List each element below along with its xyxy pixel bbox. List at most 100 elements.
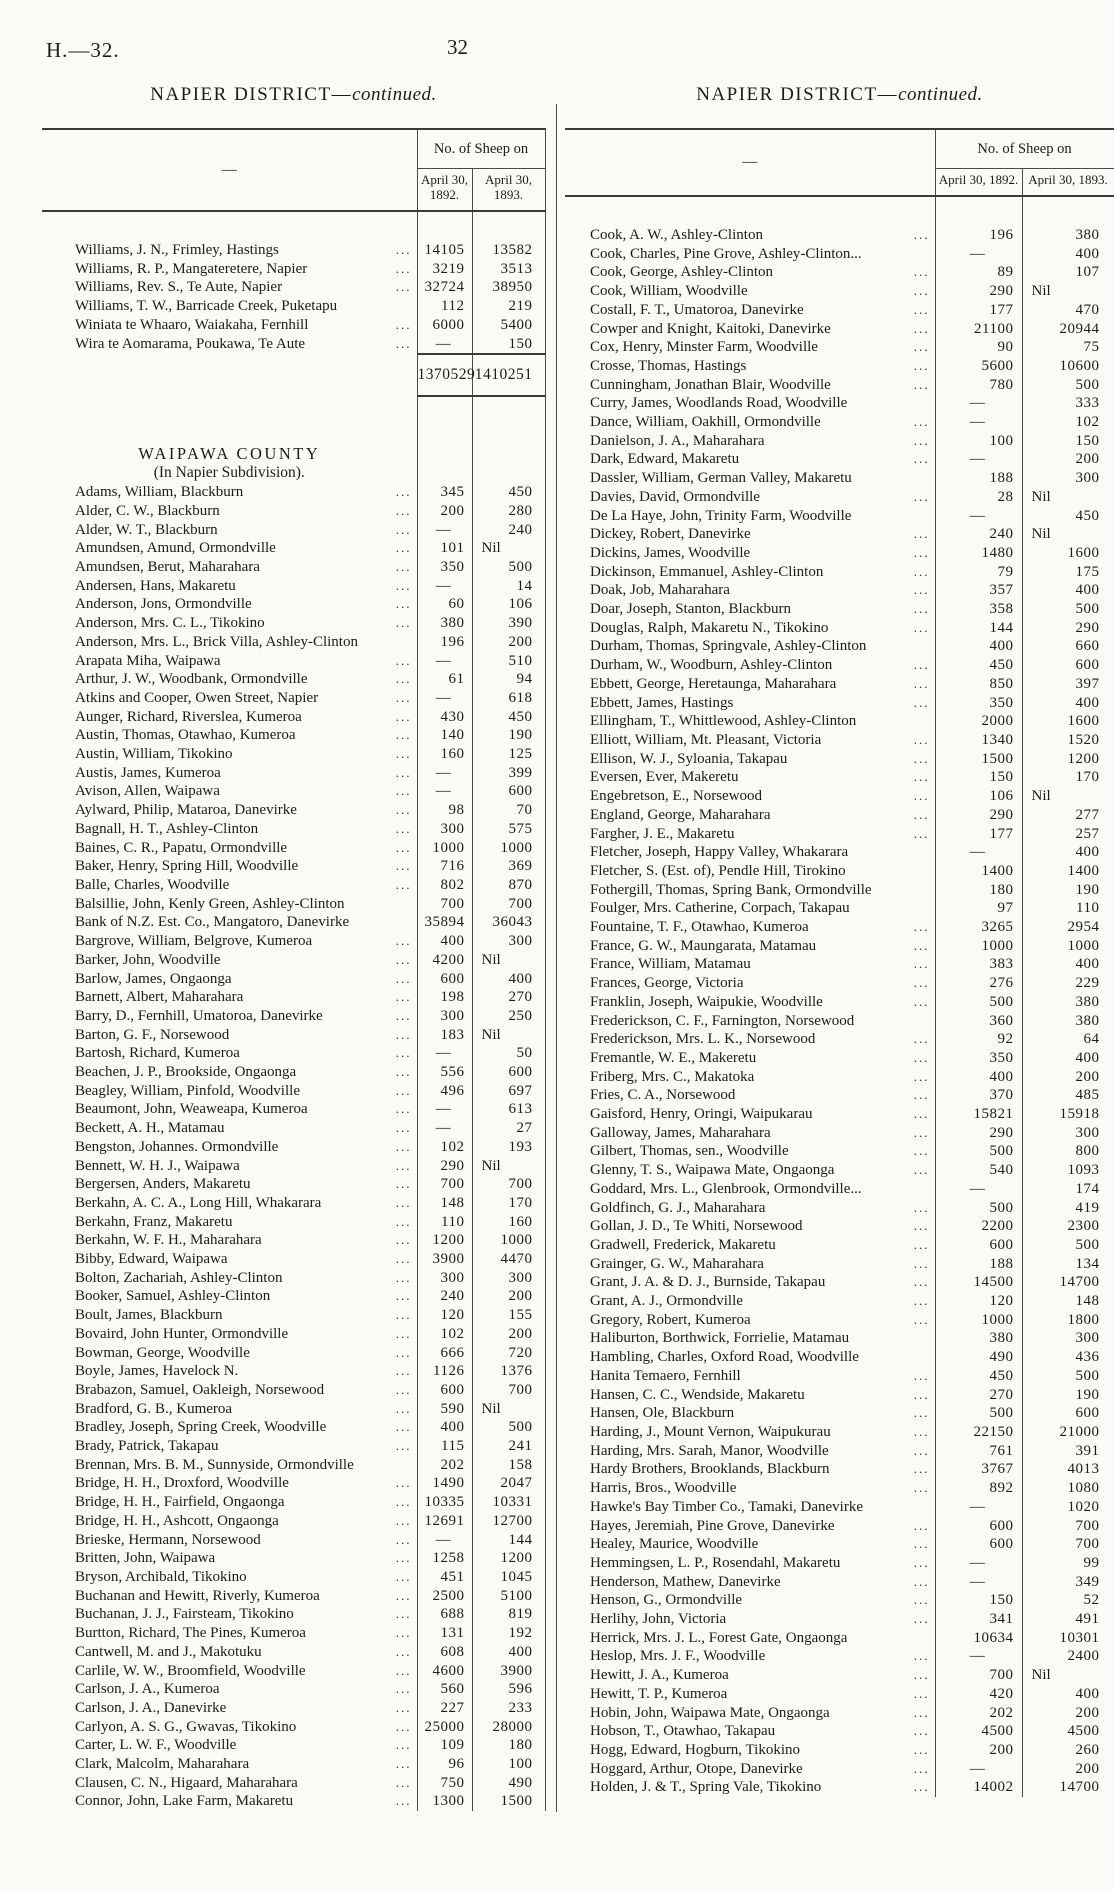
table-row: France, William, Matamau... 383 400 <box>565 955 1114 975</box>
owner-cell: Bridge, H. H., Droxford, Woodville... <box>42 1474 418 1494</box>
owner-name-wrap: Burtton, Richard, The Pines, Kumeroa... <box>42 1624 416 1643</box>
county-subheading: WAIPAWA COUNTY (In Napier Subdivision). <box>42 396 418 484</box>
leader-dots: ... <box>913 357 930 373</box>
owner-cell: Buchanan, J. J., Fairsteam, Tikokino... <box>42 1605 418 1625</box>
sheep-count-1892: 350 <box>935 1048 1023 1068</box>
table-row: Davies, David, Ormondville... 28 Nil <box>565 487 1114 507</box>
owner-name-wrap: England, George, Maharahara... <box>565 806 934 825</box>
sheep-count-1892: 420 <box>935 1684 1023 1704</box>
sheep-count-1892: 3265 <box>935 918 1023 937</box>
owner-name: Cook, George, Ashley-Clinton <box>590 264 774 281</box>
sheep-count-1892: 25000 <box>417 1717 473 1737</box>
owner-name: Amundsen, Berut, Maharahara <box>75 559 260 576</box>
owner-name: Dassler, William, German Valley, Makaret… <box>590 470 852 487</box>
sheep-count-group-header: No. of Sheep on <box>935 129 1114 169</box>
owner-name-wrap: Avison, Allen, Waipawa... <box>42 782 416 801</box>
owner-cell: Alder, C. W., Blackburn... <box>42 501 418 521</box>
leader-dots: ... <box>913 731 930 747</box>
sheep-count-1893: 500 <box>1022 1235 1114 1255</box>
sheep-count-1892: 188 <box>935 469 1023 488</box>
title-dash: — <box>331 84 353 105</box>
owner-cell: Amundsen, Berut, Maharahara... <box>42 558 418 577</box>
owner-name: Bennett, W. H. J., Waipawa <box>75 1157 240 1174</box>
table-row: Henderson, Mathew, Danevirke... —349 <box>565 1572 1114 1592</box>
table-row: Bridge, H. H., Fairfield, Ongaonga... 103… <box>42 1493 546 1512</box>
sheep-count-1893: 700 <box>1022 1535 1114 1554</box>
table-row: Bennett, W. H. J., Waipawa... 290 Nil <box>42 1156 546 1176</box>
owner-name-wrap: Frances, George, Victoria... <box>565 974 934 993</box>
sheep-count-1892: 290 <box>935 282 1023 301</box>
table-row: Hanita Temaero, Fernhill... 450 500 <box>565 1366 1114 1386</box>
owner-name: Harding, J., Mount Vernon, Waipukurau <box>590 1424 831 1440</box>
owner-name: Williams, T. W., Barricade Creek, Puketa… <box>75 298 338 315</box>
owner-cell: Ebbett, George, Heretaunga, Maharahara..… <box>565 674 936 694</box>
owner-name-wrap: Clausen, C. N., Higaard, Maharahara... <box>42 1774 416 1793</box>
leader-dots: ... <box>913 264 930 280</box>
owner-name-wrap: Gilbert, Thomas, sen., Woodville... <box>565 1142 934 1161</box>
table-row: Goddard, Mrs. L., Glenbrook, Ormondville… <box>565 1179 1114 1199</box>
sheep-count-1892: 1000 <box>935 1310 1023 1330</box>
leader-dots: ... <box>913 544 930 560</box>
sheep-count-1892: 450 <box>935 656 1023 675</box>
spacer-cell <box>417 211 473 241</box>
table-row: Anderson, Mrs. L., Brick Villa, Ashley-C… <box>42 632 546 652</box>
sheep-count-1893: 170 <box>1022 768 1114 788</box>
sheep-count-1893: 158 <box>472 1455 546 1475</box>
sheep-count-1893: 450 <box>472 707 546 727</box>
owner-name: Gollan, J. D., Te Whiti, Norsewood <box>590 1218 803 1235</box>
sheep-count-1893: 720 <box>472 1343 546 1363</box>
owner-name: Eversen, Ever, Makeretu <box>590 769 739 786</box>
owner-cell: Harris, Bros., Woodville... <box>565 1479 936 1498</box>
sheep-count-1892: — <box>417 1044 473 1064</box>
owner-name: Galloway, James, Maharahara <box>590 1124 771 1141</box>
owner-name-wrap: Costall, F. T., Umatoroa, Danevirke... <box>565 301 934 320</box>
owner-name: Boult, James, Blackburn <box>75 1307 223 1324</box>
owner-name-wrap: Austis, James, Kumeroa... <box>42 764 416 783</box>
owner-name-wrap: Brieske, Hermann, Norsewood... <box>42 1531 416 1550</box>
owner-name-wrap: Fletcher, Joseph, Happy Valley, Whakarar… <box>565 843 934 862</box>
leader-dots: ... <box>913 1424 930 1439</box>
sheep-count-1893: 1200 <box>1022 749 1114 769</box>
sheep-count-1892: 802 <box>417 875 473 895</box>
table-row: Elliott, William, Mt. Pleasant, Victoria… <box>565 730 1114 750</box>
owner-name: Bibby, Edward, Waipawa <box>75 1251 228 1268</box>
owner-cell: Carter, L. W. F., Woodville... <box>42 1736 418 1756</box>
table-row: Amundsen, Amund, Ormondville... 101 Nil <box>42 539 546 559</box>
owner-name-wrap: Anderson, Mrs. C. L., Tikokino... <box>42 614 416 633</box>
owner-cell: Bridge, H. H., Ashcott, Ongaonga... <box>42 1511 418 1531</box>
owner-name-wrap: Bergersen, Anders, Makaretu... <box>42 1175 416 1194</box>
owner-name-wrap: Andersen, Hans, Makaretu... <box>42 577 416 596</box>
sheep-count-1893: 10331 <box>472 1493 546 1512</box>
table-row: Hansen, Ole, Blackburn... 500 600 <box>565 1404 1114 1423</box>
leader-dots: ... <box>395 615 412 631</box>
owner-name: Hambling, Charles, Oxford Road, Woodvill… <box>590 1349 859 1366</box>
owner-cell: Gollan, J. D., Te Whiti, Norsewood... <box>565 1217 936 1236</box>
leader-dots: ... <box>913 937 930 953</box>
owner-name: Baker, Henry, Spring Hill, Woodville <box>75 858 299 875</box>
sheep-count-1892: 341 <box>935 1610 1023 1629</box>
sheep-count-1893: 613 <box>472 1100 546 1120</box>
owner-name: De La Haye, John, Trinity Farm, Woodvill… <box>590 507 852 524</box>
owner-cell: England, George, Maharahara... <box>565 805 936 825</box>
table-row: Fletcher, Joseph, Happy Valley, Whakarar… <box>565 843 1114 862</box>
title-continued: continued. <box>898 84 983 105</box>
sheep-count-1893: 270 <box>472 988 546 1007</box>
sheep-count-1893: 190 <box>1022 1385 1114 1405</box>
owner-name: Henderson, Mathew, Danevirke <box>590 1573 781 1590</box>
owner-name-wrap: Carter, L. W. F., Woodville... <box>42 1736 416 1755</box>
owner-cell: Bovaird, John Hunter, Ormondville... <box>42 1324 418 1344</box>
sheep-count-1892: 290 <box>417 1156 473 1176</box>
sheep-count-1892: 188 <box>935 1254 1023 1274</box>
sheep-count-1892: — <box>417 576 473 596</box>
owner-cell: Friberg, Mrs. C., Makatoka... <box>565 1067 936 1087</box>
table-row: Galloway, James, Maharahara... 290 300 <box>565 1123 1114 1143</box>
owner-name: Fletcher, S. (Est. of), Pendle Hill, Tir… <box>590 862 846 879</box>
sheep-count-1892: 357 <box>935 581 1023 601</box>
table-row: France, G. W., Maungarata, Matamau... 100… <box>565 936 1114 956</box>
table-row: Cook, George, Ashley-Clinton... 89 107 <box>565 263 1114 283</box>
sheep-count-1893: 200 <box>472 1324 546 1344</box>
leader-dots: ... <box>395 802 412 818</box>
sheep-count-1893: 2400 <box>1022 1647 1114 1667</box>
sheep-count-1892: 3767 <box>935 1460 1023 1480</box>
sheep-count-1892: 500 <box>935 1404 1023 1423</box>
